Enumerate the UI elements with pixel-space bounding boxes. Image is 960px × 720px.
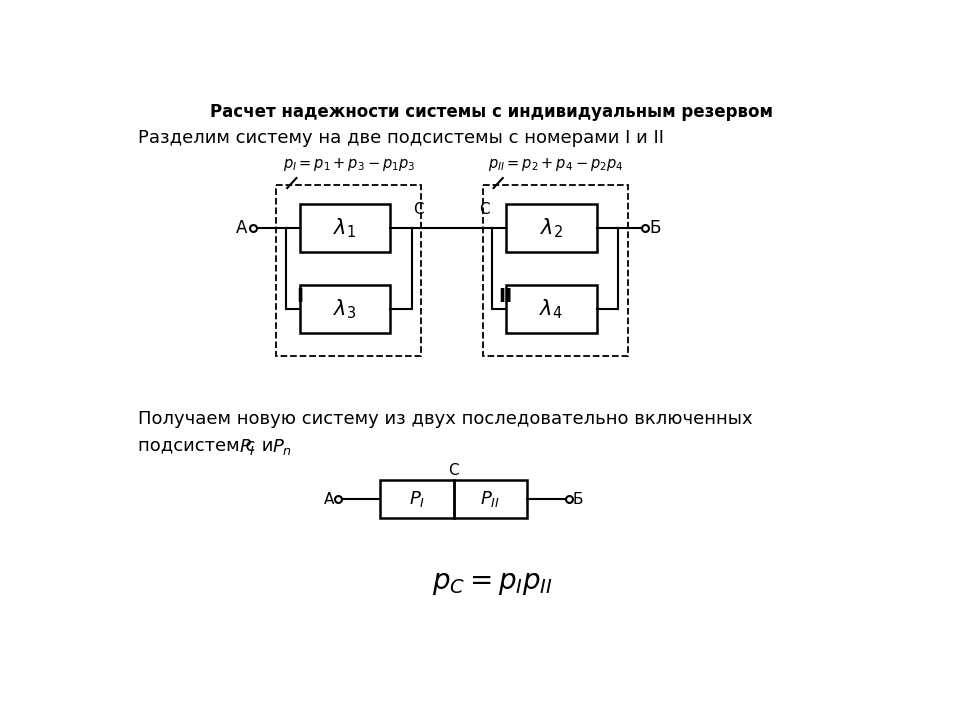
Text: I: I xyxy=(296,287,303,306)
Text: С: С xyxy=(448,464,459,478)
Text: С: С xyxy=(479,202,490,217)
Bar xyxy=(300,285,391,333)
Text: $P_I$: $P_I$ xyxy=(239,437,255,456)
Text: Б: Б xyxy=(649,219,660,237)
Text: $\lambda_1$: $\lambda_1$ xyxy=(333,216,356,240)
Text: подсистем с: подсистем с xyxy=(138,437,261,455)
Text: $\lambda_2$: $\lambda_2$ xyxy=(540,216,563,240)
Text: $P_n$: $P_n$ xyxy=(272,437,292,456)
Text: $P_{II}$: $P_{II}$ xyxy=(480,489,500,509)
Text: $\lambda_3$: $\lambda_3$ xyxy=(333,297,356,320)
Text: $\lambda_4$: $\lambda_4$ xyxy=(540,297,564,320)
Bar xyxy=(506,285,597,333)
Bar xyxy=(300,204,391,252)
Text: $p_C = p_I p_{II}$: $p_C = p_I p_{II}$ xyxy=(432,569,552,597)
Text: Разделим систему на две подсистемы с номерами I и II: Разделим систему на две подсистемы с ном… xyxy=(138,129,663,147)
Text: $p_I = p_1 + p_3 - p_1 p_3$: $p_I = p_1 + p_3 - p_1 p_3$ xyxy=(283,156,416,173)
Text: Расчет надежности системы с индивидуальным резервом: Расчет надежности системы с индивидуальн… xyxy=(210,104,774,122)
Text: $p_{II} = p_2 + p_4 - p_2 p_4$: $p_{II} = p_2 + p_4 - p_2 p_4$ xyxy=(488,156,624,173)
Text: $P_I$: $P_I$ xyxy=(409,489,425,509)
Text: А: А xyxy=(324,492,334,507)
Text: и: и xyxy=(256,437,279,455)
Bar xyxy=(276,185,421,356)
Text: А: А xyxy=(236,219,247,237)
Bar xyxy=(506,204,597,252)
Bar xyxy=(380,480,453,518)
Bar xyxy=(453,480,527,518)
Text: Б: Б xyxy=(573,492,584,507)
Text: II: II xyxy=(499,287,513,306)
Text: С: С xyxy=(414,202,424,217)
Bar xyxy=(483,185,628,356)
Text: Получаем новую систему из двух последовательно включенных: Получаем новую систему из двух последова… xyxy=(138,410,753,428)
